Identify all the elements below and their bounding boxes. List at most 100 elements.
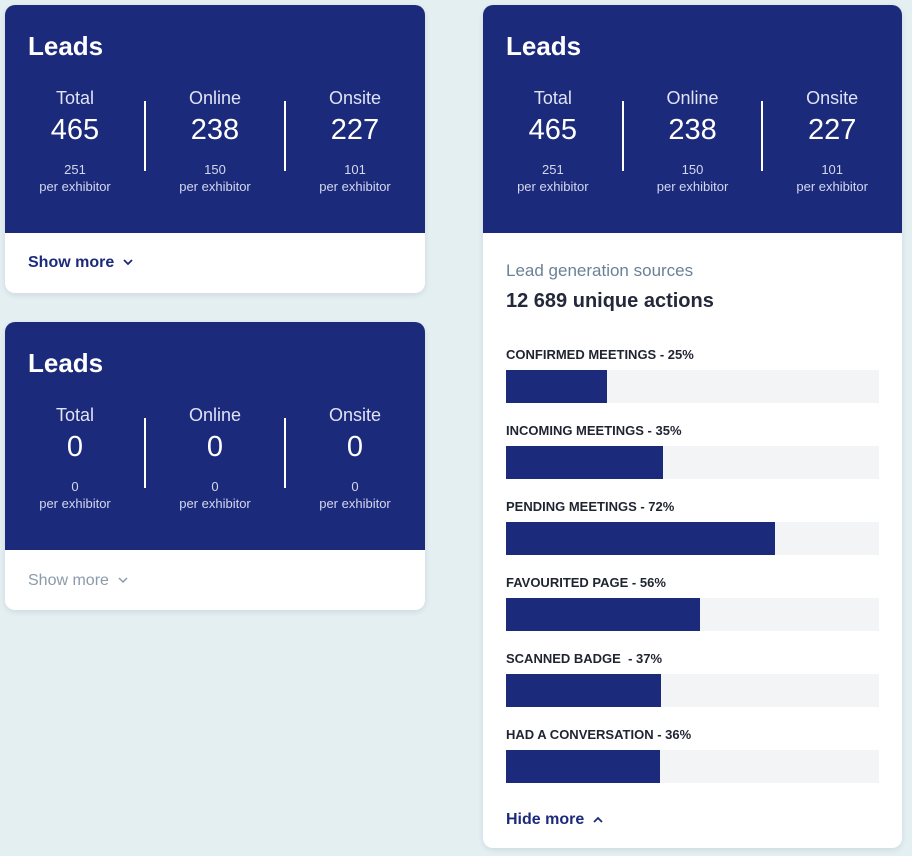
- card-title: Leads: [28, 31, 104, 61]
- stat-count: 0: [351, 479, 359, 494]
- card-title: Leads: [28, 348, 104, 378]
- stat-total: Total 0 0 per exhibitor: [5, 404, 145, 512]
- source-bar-had-a-conversation: HAD A CONVERSATION - 36%: [506, 726, 879, 783]
- hide-more-label: Hide more: [506, 811, 585, 828]
- stat-online: Online 238 150 per exhibitor: [621, 87, 763, 195]
- stat-label: Onsite: [806, 88, 859, 108]
- stat-total: Total 465 251 per exhibitor: [5, 87, 145, 195]
- stat-label: Online: [666, 88, 719, 108]
- stat-label: Total: [533, 88, 572, 108]
- stat-value: 227: [807, 114, 857, 146]
- source-bar-pending-meetings: PENDING MEETINGS - 72%: [506, 498, 879, 555]
- stat-unit: per exhibitor: [656, 179, 729, 194]
- stat-per-exhibitor: 0 per exhibitor: [285, 478, 425, 512]
- stat-label: Online: [188, 88, 242, 108]
- stat-online: Online 238 150 per exhibitor: [144, 87, 285, 195]
- stats-row: Total 465 251 per exhibitor Online 238 1…: [5, 87, 425, 195]
- source-bar-fill: [506, 522, 775, 555]
- stat-count: 101: [344, 162, 366, 177]
- stat-onsite: Onsite 227 101 per exhibitor: [761, 87, 902, 195]
- source-bar-track: [506, 750, 879, 783]
- stat-value: 465: [528, 114, 578, 146]
- sources-title: Lead generation sources: [506, 261, 694, 280]
- stat-unit: per exhibitor: [319, 496, 391, 511]
- stats-row: Total 0 0 per exhibitor Online 0 0 per e…: [5, 404, 425, 512]
- source-bar-track: [506, 598, 879, 631]
- source-bar-incoming-meetings: INCOMING MEETINGS - 35%: [506, 422, 879, 479]
- stat-value: 227: [330, 114, 380, 146]
- show-more-button-disabled[interactable]: Show more: [28, 572, 128, 590]
- chevron-down-icon: [123, 257, 133, 269]
- stat-onsite: Onsite 0 0 per exhibitor: [284, 404, 425, 512]
- source-bar-confirmed-meetings: CONFIRMED MEETINGS - 25%: [506, 346, 879, 403]
- stat-count: 251: [64, 162, 86, 177]
- chevron-down-icon: [118, 575, 128, 587]
- source-bar-favourited-page: FAVOURITED PAGE - 56%: [506, 574, 879, 631]
- source-bar-fill: [506, 370, 607, 403]
- stat-unit: per exhibitor: [39, 496, 111, 511]
- stat-label: Total: [55, 405, 95, 425]
- leads-card-header: Leads Total 0 0 per exhibitor Online 0 0…: [5, 322, 425, 550]
- stat-unit: per exhibitor: [179, 496, 251, 511]
- stat-per-exhibitor: 0 per exhibitor: [145, 478, 285, 512]
- stat-per-exhibitor: 150 per exhibitor: [145, 161, 285, 195]
- stat-count: 150: [681, 162, 704, 177]
- stat-value: 0: [66, 431, 84, 463]
- stat-value: 0: [346, 431, 364, 463]
- leads-card-header: Leads Total 465 251 per exhibitor Online…: [483, 5, 902, 233]
- source-bar-label: INCOMING MEETINGS - 35%: [506, 423, 682, 438]
- stat-per-exhibitor: 0 per exhibitor: [5, 478, 145, 512]
- stat-unit: per exhibitor: [179, 179, 251, 194]
- source-bar-label: PENDING MEETINGS - 72%: [506, 499, 675, 514]
- stat-total: Total 465 251 per exhibitor: [483, 87, 623, 195]
- stat-value: 465: [50, 114, 100, 146]
- stat-unit: per exhibitor: [517, 179, 589, 194]
- source-bar-fill: [506, 750, 660, 783]
- source-bar-label: SCANNED BADGE - 37%: [506, 651, 663, 666]
- source-bar-label: CONFIRMED MEETINGS - 25%: [506, 347, 694, 362]
- stat-label: Total: [55, 88, 95, 108]
- source-bar-track: [506, 522, 879, 555]
- leads-card-header: Leads Total 465 251 per exhibitor Online…: [5, 5, 425, 233]
- stat-value: 238: [190, 114, 240, 146]
- sources-count: 12 689 unique actions: [506, 290, 714, 312]
- source-bar-track: [506, 674, 879, 707]
- card-title: Leads: [506, 31, 582, 61]
- hide-more-button[interactable]: Hide more: [506, 811, 603, 829]
- stat-unit: per exhibitor: [796, 179, 868, 194]
- leads-card-2: Leads Total 0 0 per exhibitor Online 0 0…: [5, 322, 425, 610]
- stat-label: Onsite: [328, 405, 382, 425]
- show-more-label: Show more: [28, 254, 115, 271]
- stat-count: 0: [211, 479, 219, 494]
- stat-label: Onsite: [328, 88, 382, 108]
- chevron-up-icon: [593, 814, 603, 826]
- stat-count: 101: [821, 162, 844, 177]
- show-more-label: Show more: [28, 572, 109, 589]
- stat-value: 238: [668, 114, 717, 146]
- stat-unit: per exhibitor: [319, 179, 391, 194]
- stat-per-exhibitor: 150 per exhibitor: [623, 161, 763, 195]
- source-bar-label: FAVOURITED PAGE - 56%: [506, 575, 666, 590]
- stat-online: Online 0 0 per exhibitor: [144, 404, 285, 512]
- stat-value: 0: [206, 431, 224, 463]
- stat-label: Online: [188, 405, 242, 425]
- leads-card-expanded: Leads Total 465 251 per exhibitor Online…: [483, 5, 902, 848]
- stat-count: 150: [204, 162, 226, 177]
- stat-onsite: Onsite 227 101 per exhibitor: [284, 87, 425, 195]
- source-bar-scanned-badge: SCANNED BADGE - 37%: [506, 650, 879, 707]
- stat-count: 0: [71, 479, 79, 494]
- stats-row: Total 465 251 per exhibitor Online 238 1…: [483, 87, 902, 195]
- source-bar-fill: [506, 598, 700, 631]
- stat-unit: per exhibitor: [39, 179, 111, 194]
- stat-per-exhibitor: 101 per exhibitor: [762, 161, 902, 195]
- stat-count: 251: [541, 162, 564, 177]
- source-bar-label: HAD A CONVERSATION - 36%: [506, 727, 692, 742]
- source-bar-fill: [506, 674, 661, 707]
- stat-per-exhibitor: 251 per exhibitor: [5, 161, 145, 195]
- source-bar-track: [506, 446, 879, 479]
- stat-per-exhibitor: 251 per exhibitor: [483, 161, 623, 195]
- leads-card-1: Leads Total 465 251 per exhibitor Online…: [5, 5, 425, 293]
- source-bar-fill: [506, 446, 663, 479]
- show-more-button[interactable]: Show more: [28, 254, 133, 272]
- source-bar-track: [506, 370, 879, 403]
